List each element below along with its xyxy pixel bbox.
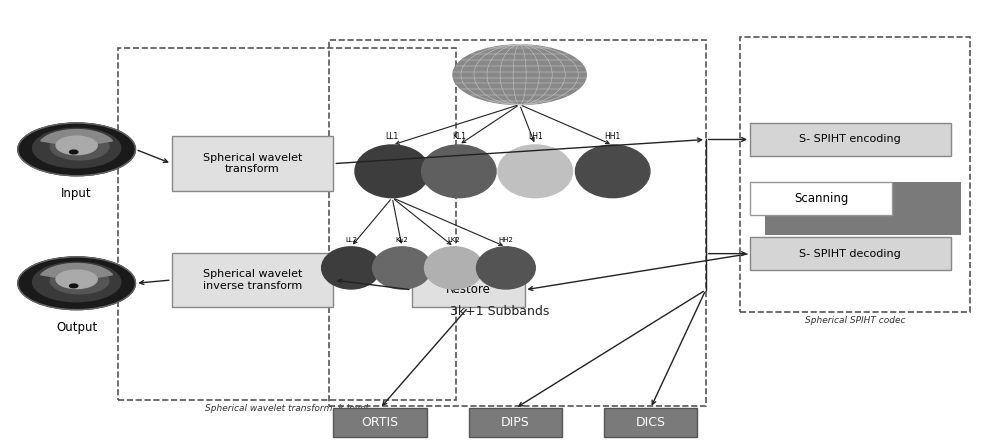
Text: Output: Output	[56, 321, 97, 334]
Bar	[750, 182, 892, 215]
Text: S- SPIHT encoding: S- SPIHT encoding	[799, 134, 901, 145]
Text: ORTIS: ORTIS	[361, 416, 399, 429]
Text: 3k+1 Subbands: 3k+1 Subbands	[450, 305, 550, 318]
Bar	[172, 136, 333, 191]
Text: HH1: HH1	[605, 132, 621, 141]
Circle shape	[70, 150, 78, 154]
Circle shape	[50, 267, 109, 294]
Text: Input: Input	[61, 187, 92, 200]
Bar	[765, 182, 961, 235]
Circle shape	[18, 123, 135, 176]
Ellipse shape	[422, 145, 496, 198]
Bar	[750, 123, 951, 156]
Ellipse shape	[355, 145, 429, 198]
Ellipse shape	[373, 247, 431, 289]
Text: Restore: Restore	[446, 283, 491, 297]
Bar	[118, 48, 456, 400]
Ellipse shape	[425, 247, 483, 289]
Text: HH2: HH2	[498, 237, 513, 243]
Text: KL2: KL2	[396, 237, 408, 243]
Text: Spherical wavelet transform: k-level: Spherical wavelet transform: k-level	[205, 404, 368, 413]
Circle shape	[56, 136, 97, 155]
Bar	[333, 409, 427, 437]
Text: Spherical wavelet
inverse transform: Spherical wavelet inverse transform	[203, 269, 302, 291]
Bar	[328, 39, 706, 406]
Circle shape	[56, 270, 97, 289]
Bar	[172, 253, 333, 307]
Wedge shape	[41, 263, 113, 280]
Bar	[469, 409, 562, 437]
Wedge shape	[41, 129, 113, 147]
Circle shape	[18, 257, 135, 310]
Circle shape	[453, 45, 586, 104]
Text: LL1: LL1	[386, 132, 399, 141]
Bar	[604, 409, 697, 437]
Circle shape	[33, 128, 121, 168]
Text: LH1: LH1	[528, 132, 543, 141]
Text: LK2: LK2	[448, 237, 460, 243]
Text: Spherical SPIHT codec: Spherical SPIHT codec	[805, 316, 906, 325]
Circle shape	[50, 134, 109, 160]
Text: DIPS: DIPS	[501, 416, 530, 429]
Ellipse shape	[322, 247, 380, 289]
Text: DICS: DICS	[635, 416, 665, 429]
Circle shape	[33, 262, 121, 302]
Text: KL1: KL1	[452, 132, 466, 141]
Text: Spherical wavelet
transform: Spherical wavelet transform	[203, 153, 302, 174]
Ellipse shape	[498, 145, 573, 198]
Bar	[412, 272, 524, 307]
Circle shape	[70, 284, 78, 288]
Text: LL2: LL2	[345, 237, 357, 243]
Bar	[750, 237, 951, 270]
Text: S- SPIHT decoding: S- SPIHT decoding	[799, 249, 901, 258]
Ellipse shape	[575, 145, 650, 198]
Bar	[740, 37, 970, 312]
Text: Scanning: Scanning	[794, 192, 848, 205]
Ellipse shape	[476, 247, 535, 289]
